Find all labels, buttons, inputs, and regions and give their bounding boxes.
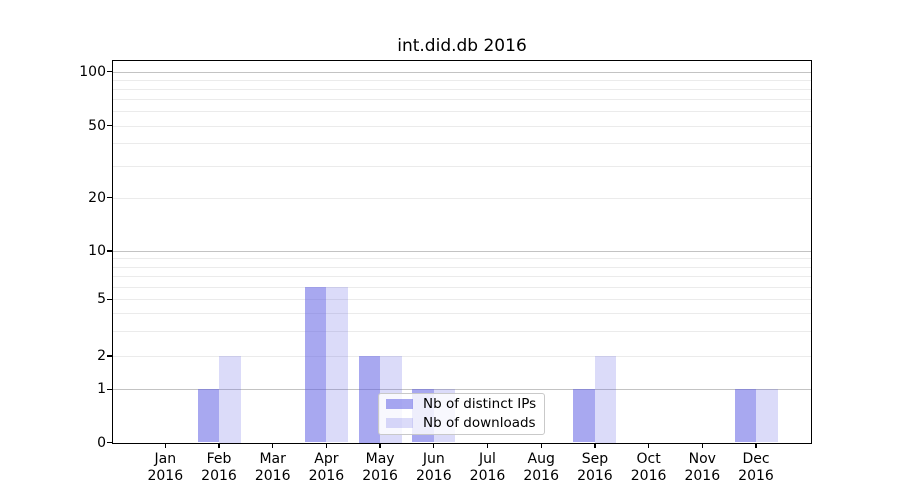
gridline-y-50 — [113, 125, 811, 127]
plot-inner — [113, 61, 811, 443]
legend-swatch-downloads-icon — [386, 418, 413, 429]
x-tick-nov-2016 — [701, 443, 703, 449]
gridline-y-30 — [113, 165, 811, 167]
bar-nb-of-distinct-ips-feb-2016 — [197, 389, 219, 443]
legend-label-downloads: Nb of downloads — [423, 415, 536, 432]
x-tick-label-may-2016: May 2016 — [362, 451, 398, 484]
gridline-y-7 — [113, 275, 811, 277]
legend-swatch-distinct-ips-icon — [386, 399, 413, 410]
y-tick-50 — [107, 124, 112, 127]
bar-nb-of-distinct-ips-apr-2016 — [304, 286, 327, 443]
x-tick-label-jul-2016: Jul 2016 — [469, 451, 506, 484]
x-tick-dec-2016 — [755, 443, 757, 449]
y-tick-20 — [107, 197, 112, 199]
x-tick-label-oct-2016: Oct 2016 — [630, 451, 667, 484]
x-tick-oct-2016 — [647, 443, 650, 449]
gridline-y-20 — [113, 197, 811, 199]
x-tick-label-dec-2016: Dec 2016 — [738, 451, 774, 484]
gridline-y-70 — [113, 99, 811, 101]
y-tick-label-20: 20 — [88, 189, 106, 206]
legend-entry-downloads: Nb of downloads — [386, 415, 536, 431]
gridline-y-8 — [113, 266, 811, 268]
gridline-y-9 — [113, 258, 811, 260]
gridline-y-60 — [113, 111, 811, 113]
y-tick-label-5: 5 — [97, 291, 106, 308]
y-tick-label-0: 0 — [97, 434, 106, 451]
gridline-y-2 — [113, 356, 811, 357]
gridline-y-10 — [113, 251, 811, 252]
legend-entry-distinct-ips: Nb of distinct IPs — [386, 396, 536, 412]
x-tick-label-jan-2016: Jan 2016 — [147, 451, 184, 484]
x-tick-mar-2016 — [272, 443, 274, 449]
x-tick-jan-2016 — [164, 443, 166, 449]
y-tick-label-10: 10 — [88, 243, 106, 259]
x-tick-aug-2016 — [540, 443, 542, 449]
gridline-y-40 — [113, 143, 811, 145]
gridline-y-4 — [113, 313, 811, 315]
x-tick-apr-2016 — [325, 443, 328, 449]
y-tick-1 — [107, 388, 112, 390]
gridline-y-80 — [113, 88, 811, 90]
legend: Nb of distinct IPs Nb of downloads — [378, 393, 545, 435]
x-tick-may-2016 — [379, 443, 381, 449]
y-tick-0 — [107, 441, 112, 444]
y-tick-label-1: 1 — [97, 381, 106, 398]
chart-title: int.did.db 2016 — [397, 36, 527, 56]
y-tick-5 — [107, 298, 112, 300]
bar-nb-of-distinct-ips-sep-2016 — [573, 389, 595, 443]
y-tick-100 — [107, 70, 112, 73]
gridline-y-100 — [113, 71, 811, 73]
x-tick-feb-2016 — [218, 443, 220, 449]
bar-nb-of-downloads-feb-2016 — [219, 356, 241, 443]
x-tick-label-feb-2016: Feb 2016 — [201, 451, 237, 484]
y-tick-label-100: 100 — [79, 63, 106, 80]
gridline-y-1 — [113, 389, 811, 391]
x-tick-label-apr-2016: Apr 2016 — [308, 451, 345, 484]
y-tick-2 — [107, 355, 112, 357]
gridline-y-6 — [113, 286, 811, 288]
bar-nb-of-downloads-dec-2016 — [756, 389, 778, 443]
gridline-y-5 — [113, 299, 811, 301]
x-tick-label-sep-2016: Sep 2016 — [577, 451, 613, 484]
bar-nb-of-downloads-sep-2016 — [594, 356, 617, 443]
x-tick-label-jun-2016: Jun 2016 — [415, 451, 452, 484]
x-tick-label-nov-2016: Nov 2016 — [684, 451, 721, 484]
bar-nb-of-downloads-apr-2016 — [326, 286, 348, 443]
y-tick-label-2: 2 — [97, 348, 106, 364]
y-tick-label-50: 50 — [88, 117, 106, 134]
bar-nb-of-distinct-ips-may-2016 — [358, 356, 381, 443]
x-tick-sep-2016 — [594, 443, 596, 449]
gridline-y-3 — [113, 330, 811, 332]
x-tick-jul-2016 — [486, 443, 489, 449]
x-tick-label-aug-2016: Aug 2016 — [523, 451, 559, 484]
x-tick-jun-2016 — [433, 443, 435, 449]
x-tick-label-mar-2016: Mar 2016 — [254, 451, 291, 484]
bar-nb-of-distinct-ips-dec-2016 — [734, 389, 756, 443]
y-tick-10 — [107, 250, 112, 252]
gridline-y-90 — [113, 79, 811, 81]
legend-label-distinct-ips: Nb of distinct IPs — [423, 396, 537, 413]
